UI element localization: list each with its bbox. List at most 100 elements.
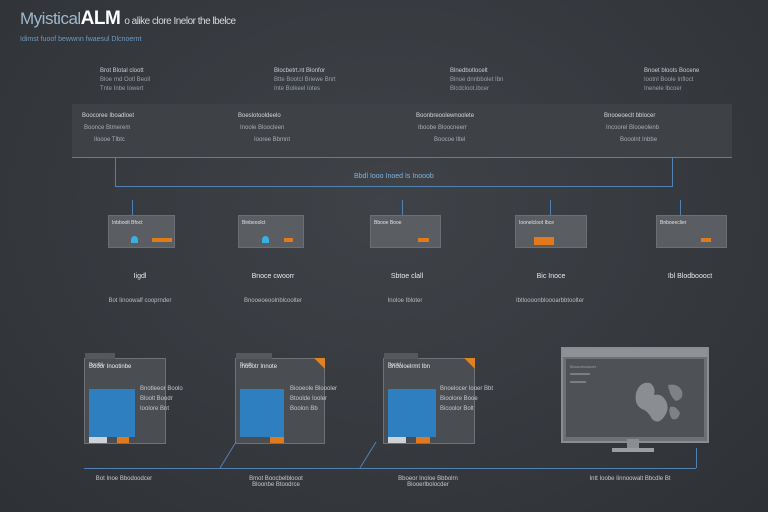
connector-curve xyxy=(219,442,237,469)
window-progress-bar xyxy=(416,437,430,443)
node-name: Bic Inoce xyxy=(536,273,566,280)
progress-bar xyxy=(152,238,172,242)
title-rest: o alike clore Inelor the lbelce xyxy=(124,16,236,27)
footer-label-3: Bboeor Inoloe Bbbolrn Biooerlbolocder xyxy=(366,476,490,488)
title-brand: ALM xyxy=(80,8,121,29)
window-tab-label: Bootrl xyxy=(388,362,402,368)
node-card-1[interactable]: Inbboolt Bfoct xyxy=(108,215,175,248)
progress-bar xyxy=(534,237,554,245)
column-header-line: Btte Bootcl Briewe Bnrt xyxy=(274,77,336,83)
window-content-block xyxy=(388,389,436,437)
card-label: Inbboolt Bfoct xyxy=(112,220,143,226)
window-title: Booor Inootinbe xyxy=(89,364,132,370)
info-line: Ioolore Bnt xyxy=(140,406,170,412)
node-card-4[interactable]: Ioonelcloot Ibce xyxy=(515,215,587,248)
footer-label-1: Bot Inoe Bbodoodcer xyxy=(64,476,184,482)
info-line: Btoolde Iooler xyxy=(290,396,328,402)
info-line: Biooeole Bloooler xyxy=(290,386,338,392)
top-panel-4[interactable]: Bnooeoeclt bblocer Incoorel Blooeolenb B… xyxy=(604,112,659,144)
panel-line: Iboobe Bloocneerr xyxy=(418,125,468,131)
monitor-display[interactable]: Bnooobcoooer xyxy=(561,347,709,443)
column-header-2: Blocbetrt.nt Blonfor Btte Bootcl Briewe … xyxy=(274,67,336,94)
footer-label-2: Bmot Boocbelblooot Bloonbe Btoodrce xyxy=(214,476,338,488)
footer-line: Bot Inoe Bbodoodcer xyxy=(95,476,153,482)
column-header-line: Tnte Inbe Iowert xyxy=(100,86,144,92)
progress-bar xyxy=(701,238,711,242)
info-line: Bloolt Boodr xyxy=(140,396,173,402)
footer-line: Biooerlbolocder xyxy=(407,482,449,488)
title-prefix: Myistical xyxy=(20,9,81,28)
connector-line xyxy=(402,200,403,215)
column-header-line: Blnedbotlocelt xyxy=(450,68,488,74)
panel-line: Bnooeoeclt bblocer xyxy=(604,113,656,119)
page-title: MyisticalALM o alike clore Inelor the lbe… xyxy=(20,8,236,30)
panel-line: Incoorel Blooeolenb xyxy=(606,125,660,131)
window-tab-label: Bootbl xyxy=(89,362,104,368)
window-status-bar xyxy=(89,437,107,443)
column-header-4: Bnoet bloots Bocene Iootnl Boole Infloct… xyxy=(644,67,699,94)
top-panel-1[interactable]: Boocoree Iboadloet Boonce Btmerem Iloooe… xyxy=(82,112,134,144)
connector-line xyxy=(550,200,551,215)
app-window-1[interactable]: Bootbl Booor Inootinbe xyxy=(84,353,166,444)
connector-line xyxy=(132,200,133,215)
column-header-1: Brot Blotal cloott Bloe rnd Ootl Beoll T… xyxy=(100,67,150,94)
card-label: Bnboeeclier xyxy=(660,220,687,226)
footer-label-4: Intt Ioobe Iinnoowalt Bbcdle Bt xyxy=(560,476,700,482)
page-subtitle: Idimst fuoof bewwnn fwaesul Dlcnoernt xyxy=(20,36,142,43)
column-header-3: Blnedbotlocelt Blnoe dnnbbolet Ibn Blcdc… xyxy=(450,67,503,94)
node-card-5[interactable]: Bnboeeclier xyxy=(656,215,727,248)
info-line: Bnoelocer Iooer Bbt xyxy=(440,386,494,392)
monitor-title-bar xyxy=(563,349,707,357)
monitor-line xyxy=(570,373,590,375)
node-description: Bot Iinoowalf cooprnder xyxy=(108,298,172,304)
top-panel-2[interactable]: Boeslotooldeelo Inoole Bloocleen Iooree … xyxy=(238,112,290,144)
top-panel-3[interactable]: Boonbreoolewnoolete Iboobe Bloocneerr Bo… xyxy=(416,112,474,144)
monitor-screen: Bnooobcoooer xyxy=(566,359,704,437)
column-header-line: Iootnl Boole Infloct xyxy=(644,77,694,83)
column-header-line: Blnoe dnnbbolet Ibn xyxy=(450,77,504,83)
panel-line: Inoole Bloocleen xyxy=(240,125,285,131)
column-header-line: Bloe rnd Ootl Beoll xyxy=(100,77,151,83)
node-name: Iigdl xyxy=(133,273,147,280)
window-accent-corner xyxy=(464,358,475,369)
window-content-block xyxy=(240,389,284,437)
node-name: Sbtoe clall xyxy=(390,273,424,280)
node-card-2[interactable]: Binbeoolct xyxy=(238,215,304,248)
connector-line xyxy=(680,200,681,215)
center-label: Bbdl Iooo Inoed Is Inooob xyxy=(354,173,434,180)
node-card-3[interactable]: Bbooe Booe xyxy=(370,215,441,248)
node-description: Ibtloooonbloooarbbtoolter xyxy=(515,298,585,304)
window-accent-corner xyxy=(314,358,325,369)
connector-line xyxy=(696,448,697,468)
node-description: Bnooeoeoolnblcoolter xyxy=(243,298,303,304)
monitor-neck xyxy=(627,439,639,448)
connector-line xyxy=(115,186,673,187)
footer-line: Bboeor Inoloe Bbbolrn xyxy=(398,476,458,482)
connector-line xyxy=(72,157,732,158)
window-info-1: Bnotleeor Boolo Bloolt Boodr Ioolore Bnt xyxy=(140,384,183,414)
column-header-line: Inte Bolkeel Iotes xyxy=(274,86,321,92)
app-window-2[interactable]: Bootlr Inoootr Innote xyxy=(235,353,325,444)
window-progress-bar xyxy=(270,437,284,443)
window-tab-label: Bootlr xyxy=(240,362,254,368)
panel-line: Iloooe Tlbtc xyxy=(94,137,125,143)
panel-line: Iooree Bbmnt xyxy=(254,137,291,143)
window-info-2: Biooeole Bloooler Btoolde Iooler Boolon … xyxy=(290,384,337,414)
node-name: Ibl Blodboooct xyxy=(667,273,713,280)
card-label: Bbooe Booe xyxy=(374,220,402,226)
node-description: Inoloe Ibloter xyxy=(387,298,423,304)
card-label: Ioonelcloot Ibce xyxy=(519,220,555,226)
node-name: Bnoce cwoorr xyxy=(251,273,295,280)
info-line: Boolon Bb xyxy=(290,406,318,412)
window-tab[interactable]: Bootrl xyxy=(384,353,418,368)
column-header-line: Inenele lbcoer xyxy=(644,86,682,92)
column-header-line: Blcdcloot.ibcer xyxy=(450,86,490,92)
connector-line xyxy=(84,468,696,469)
footer-line: Intt Ioobe Iinnoowalt Bbcdle Bt xyxy=(589,476,671,482)
info-line: Bioolore Booe xyxy=(440,396,478,402)
window-tab[interactable]: Bootbl xyxy=(85,353,115,368)
window-tab[interactable]: Bootlr xyxy=(236,353,272,368)
column-header-line: Blocbetrt.nt Blonfor xyxy=(274,68,326,74)
connector-curve xyxy=(359,442,377,469)
app-window-3[interactable]: Bootrl Bnooloelrmt Ibn xyxy=(383,353,475,444)
